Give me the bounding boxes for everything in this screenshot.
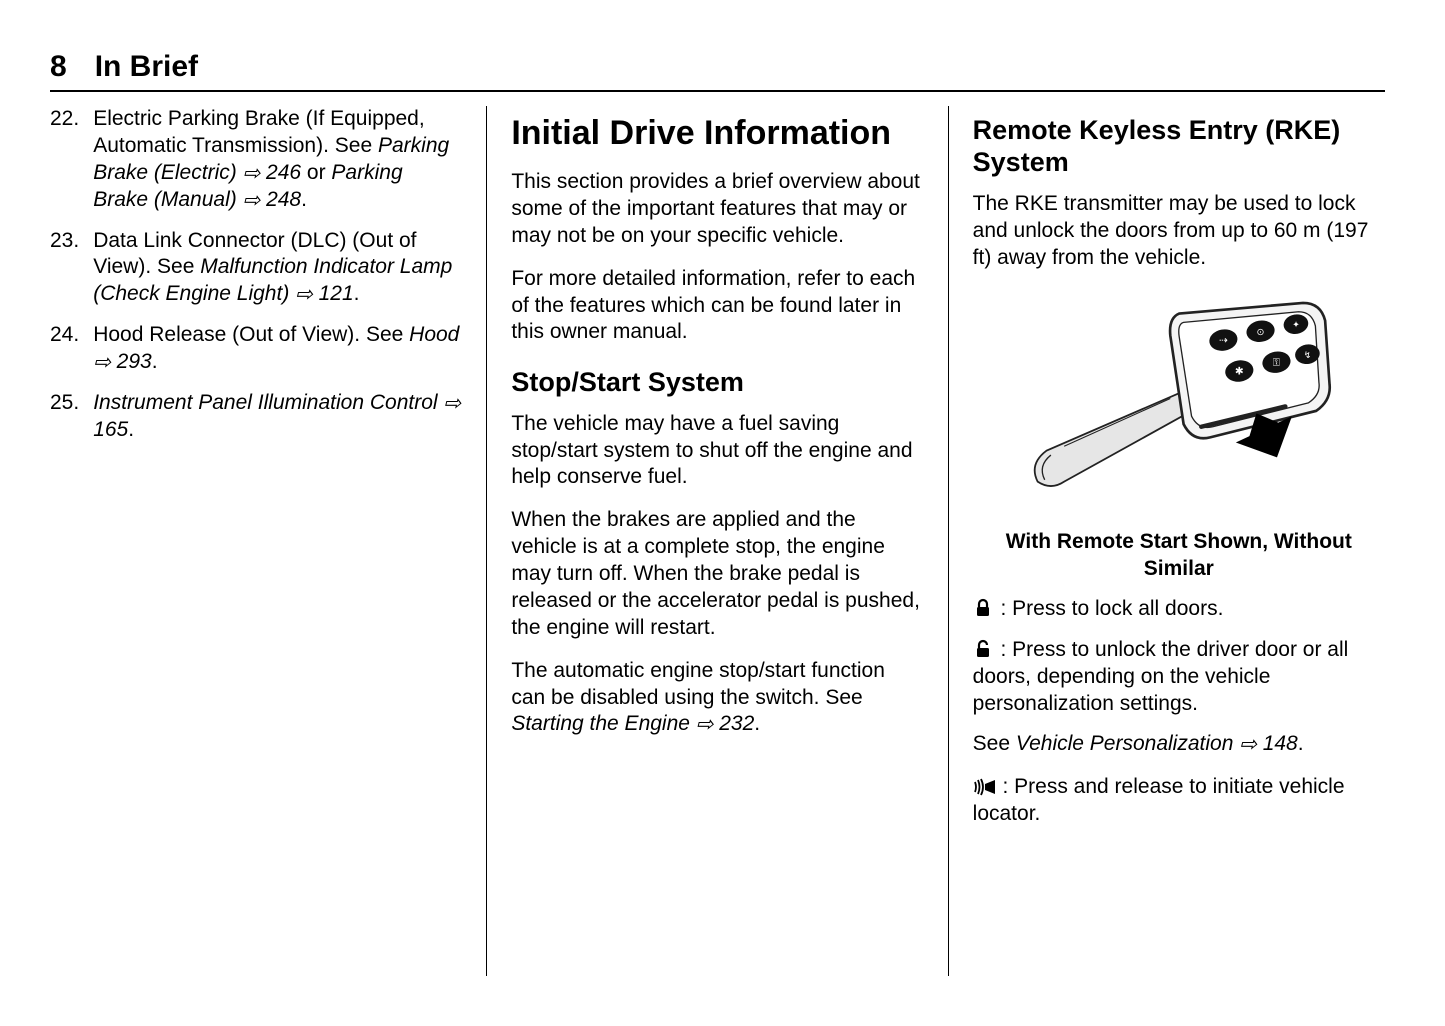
column-1: 22. Electric Parking Brake (If Equipped,… xyxy=(50,106,487,976)
key-fob-illustration: ⇢ ⊙ ✦ ✱ ⚿ ↯ xyxy=(973,287,1385,517)
page-header: 8 In Brief xyxy=(50,50,1385,92)
unlock-icon xyxy=(973,639,993,659)
svg-text:✦: ✦ xyxy=(1292,320,1300,330)
cross-ref: Vehicle Personalization ⇨ 148 xyxy=(1016,732,1298,755)
column-2: Initial Drive Information This section p… xyxy=(487,106,948,976)
figure-caption: With Remote Start Shown, Without Similar xyxy=(973,529,1385,582)
item-text: Hood Release (Out of View). See Hood ⇨ 2… xyxy=(93,322,462,376)
key-fob-body-icon: ⇢ ⊙ ✦ ✱ ⚿ ↯ xyxy=(1170,303,1330,438)
item-number: 25. xyxy=(50,390,93,444)
column-3: Remote Keyless Entry (RKE) System The RK… xyxy=(949,106,1385,976)
numbered-list: 22. Electric Parking Brake (If Equipped,… xyxy=(50,106,462,444)
item-text: Instrument Panel Illumination Control ⇨ … xyxy=(93,390,462,444)
svg-text:↯: ↯ xyxy=(1303,350,1310,360)
paragraph: See Vehicle Personalization ⇨ 148. xyxy=(973,731,1385,758)
paragraph: This section provides a brief overview a… xyxy=(511,169,923,250)
paragraph: When the brakes are applied and the vehi… xyxy=(511,507,923,641)
paragraph: The automatic engine stop/start function… xyxy=(511,658,923,739)
lock-icon xyxy=(973,598,993,618)
ref-arrow-icon: ⇨ xyxy=(696,712,714,739)
lock-instruction: : Press to lock all doors. xyxy=(973,596,1385,623)
content-columns: 22. Electric Parking Brake (If Equipped,… xyxy=(50,106,1385,976)
heading-rke: Remote Keyless Entry (RKE) System xyxy=(973,114,1385,179)
unlock-instruction: : Press to unlock the driver door or all… xyxy=(973,637,1385,718)
item-number: 24. xyxy=(50,322,93,376)
ref-arrow-icon: ⇨ xyxy=(1239,732,1257,759)
horn-signal-icon xyxy=(973,778,995,796)
list-item: 22. Electric Parking Brake (If Equipped,… xyxy=(50,106,462,214)
svg-text:⇢: ⇢ xyxy=(1219,335,1228,347)
ref-arrow-icon: ⇨ xyxy=(243,188,261,215)
item-text: Data Link Connector (DLC) (Out of View).… xyxy=(93,228,462,309)
list-item: 23. Data Link Connector (DLC) (Out of Vi… xyxy=(50,228,462,309)
svg-text:⊙: ⊙ xyxy=(1256,327,1264,338)
key-fob-svg: ⇢ ⊙ ✦ ✱ ⚿ ↯ xyxy=(973,287,1385,517)
item-text: Electric Parking Brake (If Equipped, Aut… xyxy=(93,106,462,214)
svg-text:✱: ✱ xyxy=(1235,366,1244,378)
page-number: 8 xyxy=(50,50,67,84)
paragraph: The vehicle may have a fuel saving stop/… xyxy=(511,411,923,492)
heading-initial-drive: Initial Drive Information xyxy=(511,114,923,153)
key-blade-icon xyxy=(1034,394,1194,487)
cross-ref: Instrument Panel Illumination Control ⇨ … xyxy=(93,391,461,441)
paragraph: The RKE transmitter may be used to lock … xyxy=(973,191,1385,272)
manual-page: 8 In Brief 22. Electric Parking Brake (I… xyxy=(0,0,1445,1026)
list-item: 24. Hood Release (Out of View). See Hood… xyxy=(50,322,462,376)
ref-arrow-icon: ⇨ xyxy=(295,282,313,309)
cross-ref: Starting the Engine ⇨ 232 xyxy=(511,712,754,735)
ref-arrow-icon: ⇨ xyxy=(243,161,261,188)
item-number: 22. xyxy=(50,106,93,214)
ref-arrow-icon: ⇨ xyxy=(93,350,111,377)
heading-stop-start: Stop/Start System xyxy=(511,366,923,398)
svg-text:⚿: ⚿ xyxy=(1272,358,1280,369)
ref-arrow-icon: ⇨ xyxy=(443,391,461,418)
item-number: 23. xyxy=(50,228,93,309)
list-item: 25. Instrument Panel Illumination Contro… xyxy=(50,390,462,444)
locator-instruction: : Press and release to initiate vehicle … xyxy=(973,774,1385,828)
paragraph: For more detailed information, refer to … xyxy=(511,266,923,347)
section-title: In Brief xyxy=(95,50,198,84)
